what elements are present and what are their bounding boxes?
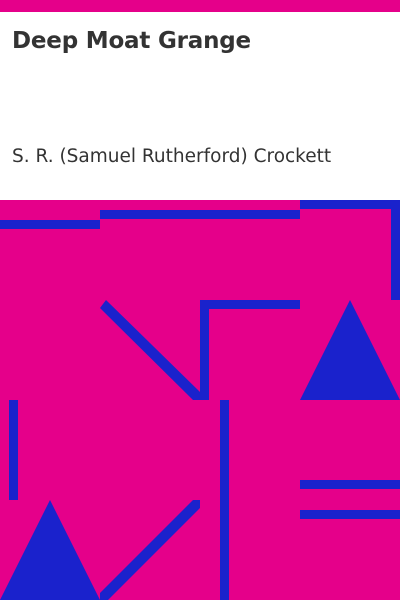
book-title: Deep Moat Grange xyxy=(12,28,251,54)
pattern-bar xyxy=(300,200,400,209)
pattern-bar xyxy=(200,300,209,400)
pattern-diagonal xyxy=(100,500,200,600)
pattern-bar xyxy=(300,510,400,519)
top-accent-strip xyxy=(0,0,400,12)
title-panel: Deep Moat Grange S. R. (Samuel Rutherfor… xyxy=(0,12,400,200)
pattern-bar xyxy=(220,400,229,600)
book-author: S. R. (Samuel Rutherford) Crockett xyxy=(12,146,332,167)
pattern-bar xyxy=(100,210,300,219)
pattern-triangle xyxy=(0,500,100,600)
pattern-bar xyxy=(391,200,400,300)
pattern-bar xyxy=(9,400,18,500)
pattern-bar xyxy=(300,480,400,489)
pattern-bar xyxy=(200,300,300,309)
cover-pattern xyxy=(0,200,400,600)
pattern-diagonal xyxy=(100,300,200,400)
pattern-triangle xyxy=(300,300,400,400)
pattern-bar xyxy=(0,220,100,229)
